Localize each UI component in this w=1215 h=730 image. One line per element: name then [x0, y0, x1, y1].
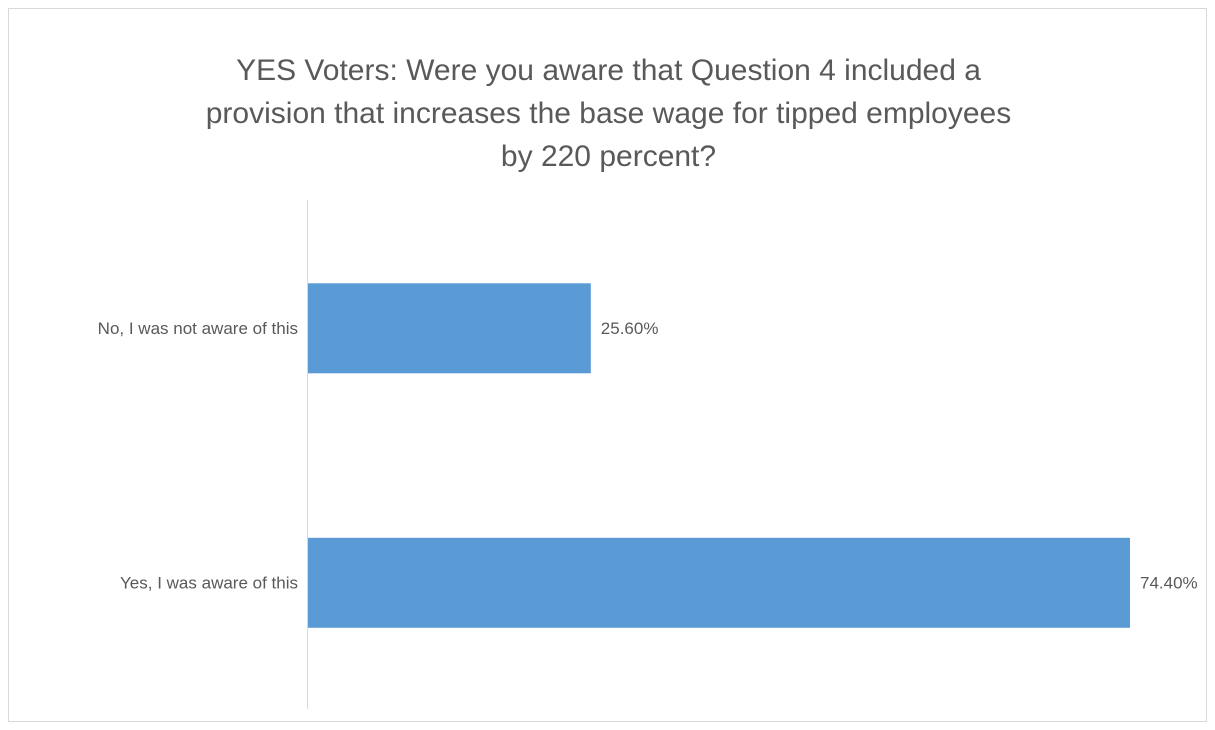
bar-0: [308, 283, 591, 374]
category-label-1: Yes, I was aware of this: [120, 573, 298, 592]
category-label-0: No, I was not aware of this: [98, 319, 298, 338]
chart-title: YES Voters: Were you aware that Question…: [9, 49, 1208, 178]
data-label-0: 25.60%: [601, 319, 659, 338]
bars-group: No, I was not aware of this 25.60% Yes, I …: [98, 283, 1198, 628]
data-label-1: 74.40%: [1140, 573, 1198, 592]
chart-title-line-3: by 220 percent?: [500, 140, 717, 173]
chart-title-line-1: YES Voters: Were you aware that Question…: [236, 54, 981, 87]
bar-1: [308, 537, 1130, 628]
chart-title-line-2: provision that increases the base wage f…: [205, 97, 1012, 130]
